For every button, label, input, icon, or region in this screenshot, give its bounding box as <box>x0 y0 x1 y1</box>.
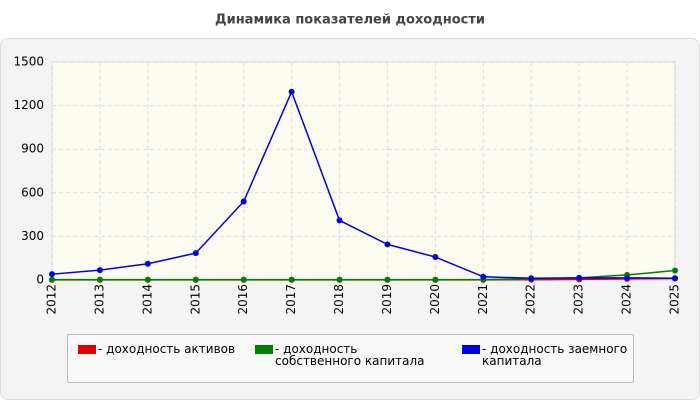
legend-swatch <box>462 345 480 354</box>
plot-area <box>51 61 676 281</box>
y-tick-label: 300 <box>21 229 44 243</box>
data-point <box>49 276 55 283</box>
legend: - доходность активов - доходность собстве… <box>67 334 634 383</box>
y-tick-label: 0 <box>36 273 44 287</box>
data-point <box>576 274 583 281</box>
x-tick-label: 2018 <box>332 284 346 315</box>
x-tick-label: 2016 <box>236 284 250 315</box>
data-point <box>240 198 247 205</box>
data-point <box>432 254 439 261</box>
y-tick-label: 1500 <box>13 55 44 69</box>
data-point <box>144 260 151 267</box>
x-tick-label: 2020 <box>428 284 442 315</box>
data-point <box>384 276 391 283</box>
data-point <box>96 267 103 274</box>
data-point <box>384 241 391 248</box>
data-point <box>96 276 103 283</box>
x-tick-label: 2017 <box>284 284 298 315</box>
legend-label: - доходность заемного капитала <box>482 342 628 368</box>
data-point <box>480 273 487 280</box>
x-tick-label: 2014 <box>140 284 154 315</box>
x-tick-label: 2012 <box>45 284 59 315</box>
data-point <box>336 217 343 224</box>
x-tick-label: 2019 <box>380 284 394 315</box>
x-tick-label: 2022 <box>524 284 538 315</box>
y-tick-label: 600 <box>21 185 44 199</box>
y-tick-label: 1200 <box>13 98 44 112</box>
legend-swatch <box>78 345 96 354</box>
data-point <box>528 275 535 282</box>
legend-label: - доходность активов <box>98 342 236 356</box>
data-point <box>672 267 678 274</box>
legend-swatch <box>255 345 273 354</box>
data-point <box>192 250 199 257</box>
data-point <box>672 275 678 282</box>
data-point <box>288 276 295 283</box>
data-point <box>624 274 631 281</box>
data-point <box>192 276 199 283</box>
x-tick-label: 2015 <box>188 284 202 315</box>
data-point <box>432 276 439 283</box>
data-point <box>336 276 343 283</box>
data-point <box>144 276 151 283</box>
data-point <box>288 88 295 95</box>
x-tick-label: 2025 <box>668 284 682 315</box>
data-point <box>240 276 247 283</box>
series-line <box>51 89 676 280</box>
y-tick-label: 900 <box>21 142 44 156</box>
x-tick-label: 2021 <box>476 284 490 315</box>
chart-title: Динамика показателей доходности <box>215 13 485 28</box>
x-tick-label: 2023 <box>572 284 586 315</box>
legend-label: - доходность собственного капитала <box>275 342 425 368</box>
x-tick-label: 2024 <box>620 284 634 315</box>
data-point <box>49 271 55 278</box>
x-tick-label: 2013 <box>92 284 106 315</box>
